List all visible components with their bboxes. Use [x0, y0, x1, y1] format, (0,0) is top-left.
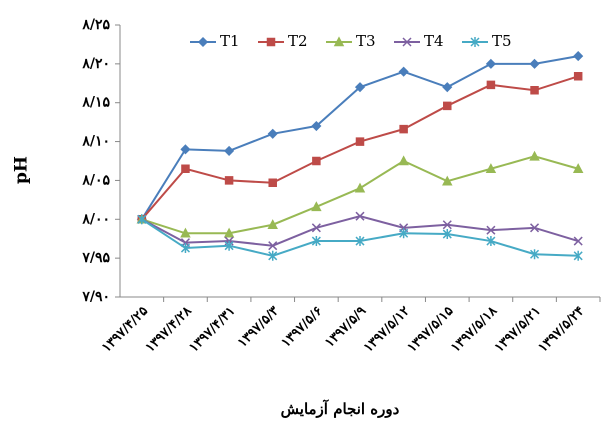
point: [573, 250, 583, 261]
y-tick-label: ۸/۱۵: [81, 95, 110, 111]
x-tick-label: ۱۳۹۷/۴/۲۵: [99, 304, 151, 356]
point: [486, 80, 496, 90]
point: [267, 219, 278, 229]
point: [530, 86, 539, 95]
point: [268, 250, 278, 261]
point: [355, 137, 365, 146]
y-tick-label: ۷/۹۰: [81, 289, 110, 305]
point: [399, 228, 409, 239]
point: [530, 249, 540, 260]
x-tick-label: ۱۳۹۷/۵/۱۵: [405, 304, 457, 356]
legend-marker: [333, 36, 345, 47]
legend-label: T1: [220, 32, 240, 50]
point: [354, 182, 366, 193]
point: [572, 163, 584, 174]
point: [268, 241, 278, 251]
point: [398, 66, 409, 77]
x-tick-label: ۱۳۹۷/۴/۳۱: [187, 304, 239, 356]
point: [223, 227, 235, 238]
point: [224, 145, 235, 156]
x-tick-label: ۱۳۹۷/۴/۲۸: [143, 303, 196, 356]
x-tick-label: ۱۳۹۷/۵/۱۲: [361, 304, 413, 356]
x-tick-label: ۱۳۹۷/۵/۲۴: [536, 304, 588, 356]
y-tick-label: ۸/۱۰: [81, 134, 110, 150]
point: [485, 163, 497, 174]
legend-label: T5: [492, 32, 512, 50]
y-tick-label: ۸/۲۵: [81, 17, 110, 33]
x-tick-label: ۱۳۹۷/۵/۲۱: [492, 304, 544, 356]
y-axis-title: pH: [12, 156, 32, 184]
point: [529, 150, 540, 161]
point: [268, 178, 277, 188]
point: [311, 201, 322, 212]
point: [181, 164, 190, 174]
y-tick-label: ۷/۹۵: [81, 250, 110, 266]
point: [573, 72, 583, 81]
x-tick-label: ۱۳۹۷/۵/۱۸: [448, 303, 501, 356]
legend-label: T2: [288, 32, 308, 50]
point: [573, 51, 584, 62]
point: [442, 82, 453, 93]
point: [486, 236, 496, 247]
y-tick-label: ۸/۰۰: [81, 211, 110, 227]
legend-label: T3: [356, 32, 376, 50]
point: [137, 214, 147, 225]
legend-marker: [197, 36, 209, 48]
point: [443, 101, 452, 111]
point: [485, 58, 496, 69]
point: [442, 175, 453, 186]
point: [311, 120, 322, 132]
point: [529, 58, 540, 69]
point: [355, 236, 365, 247]
point: [442, 229, 452, 240]
point: [398, 155, 409, 166]
point: [573, 236, 583, 246]
legend-label: T4: [424, 32, 444, 50]
x-tick-label: ۱۳۹۷/۵/۳: [235, 304, 282, 351]
x-axis-title: دوره انجام آزمایش: [281, 399, 400, 418]
point: [399, 124, 408, 134]
point: [224, 176, 234, 185]
legend-marker: [470, 37, 480, 47]
point: [267, 128, 278, 139]
point: [311, 236, 321, 247]
point: [530, 223, 540, 233]
legend-marker: [402, 37, 412, 47]
point: [312, 156, 321, 166]
point: [442, 220, 452, 230]
point: [354, 82, 366, 93]
legend-marker: [266, 37, 276, 47]
series-line: [141, 155, 579, 235]
point: [180, 243, 190, 254]
point: [224, 240, 234, 251]
point: [180, 144, 191, 155]
x-tick-label: ۱۳۹۷/۵/۶: [279, 304, 326, 351]
point: [355, 211, 365, 221]
y-tick-label: ۸/۲۰: [81, 56, 110, 72]
y-tick-label: ۸/۰۵: [81, 172, 110, 188]
point: [486, 225, 496, 235]
point: [180, 227, 191, 238]
series-line: [141, 75, 579, 220]
point: [311, 223, 321, 233]
